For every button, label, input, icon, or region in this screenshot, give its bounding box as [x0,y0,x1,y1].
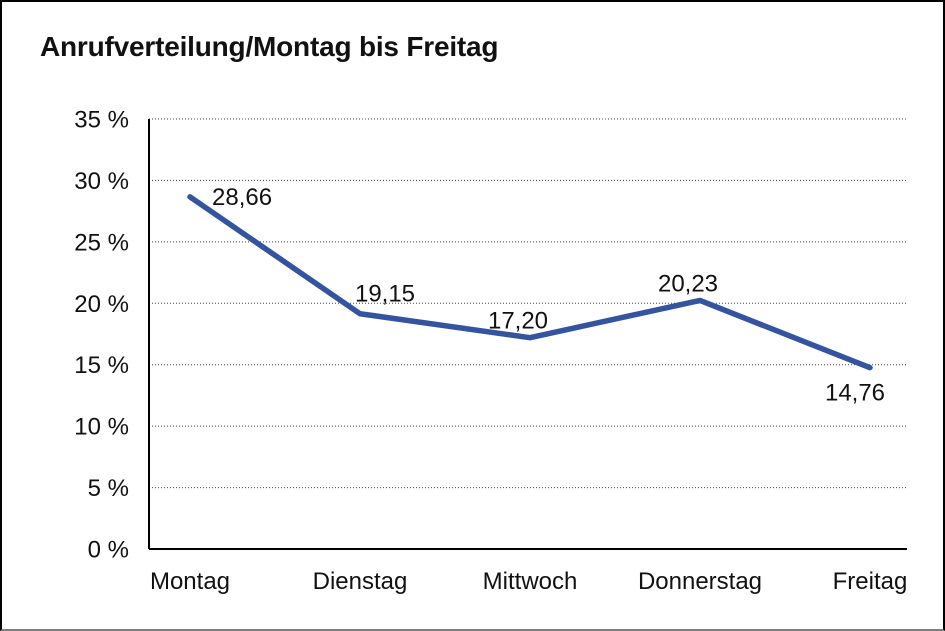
y-axis-tick-label: 5 % [88,475,129,502]
y-axis-tick-label: 30 % [74,168,129,195]
x-axis-category-label: Dienstag [313,568,408,595]
y-axis-tick-label: 20 % [74,291,129,318]
x-axis-category-label: Montag [150,568,230,595]
series-line [187,194,873,371]
data-point-label: 20,23 [658,270,718,297]
data-point-label: 28,66 [212,184,272,211]
x-axis-category-label: Donnerstag [638,568,762,595]
y-axis-tick-label: 35 % [74,107,129,134]
y-axis-tick-label: 15 % [74,352,129,379]
data-point-label: 19,15 [355,281,415,308]
y-axis-tick-label: 25 % [74,229,129,256]
x-axis-category-label: Freitag [833,568,908,595]
x-axis-category-label: Mittwoch [483,568,578,595]
chart-title: Anrufverteilung/Montag bis Freitag [40,31,499,62]
data-point-label: 14,76 [825,380,885,407]
y-axis-tick-label: 10 % [74,414,129,441]
y-axis-tick-label: 0 % [88,537,129,564]
data-point-label: 17,20 [488,308,548,335]
